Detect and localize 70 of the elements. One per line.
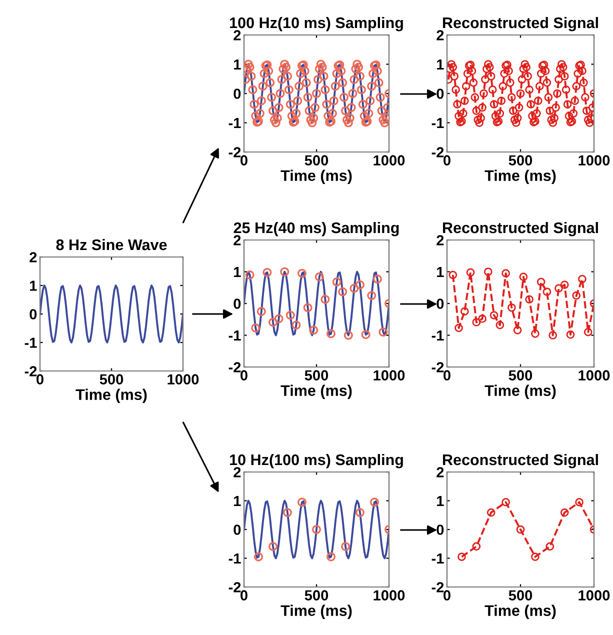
y-tick-label: 2 [436,235,444,246]
y-tick-label: 1 [437,496,444,506]
y-tick-label: 2 [30,252,37,262]
y-tick-label: 0 [234,524,241,535]
y-tick-label: 0 [436,298,444,309]
x-tick-label: 1000 [374,370,405,380]
x-tick-label: 1000 [578,590,610,600]
x-tick-label: 500 [304,155,328,166]
x-axis-title: Time (ms) [484,604,556,620]
x-tick-label: 1000 [374,155,405,166]
y-tick-label: 0 [436,88,444,99]
y-tick-label: -1 [432,330,444,341]
x-axis-title: Time (ms) [484,170,556,184]
y-tick-label: -2 [432,362,444,372]
chart-title: Reconstructed Signal [443,454,598,468]
y-tick-label: 2 [234,30,241,40]
y-tick-label: 2 [234,235,241,246]
x-tick-label: 1000 [578,370,610,380]
chart-title: 25 Hz(40 ms) Sampling [234,222,399,236]
y-tick-label: 0 [30,309,37,320]
y-tick-label: -2 [432,147,444,158]
x-tick-label: 500 [508,370,532,380]
y-tick-label: 1 [234,267,241,278]
x-tick-label: 0 [240,590,248,600]
x-tick-label: 500 [100,374,124,384]
x-axis-title: Time (ms) [280,384,352,400]
y-tick-label: 2 [436,467,444,478]
chart-title: Reconstructed Signal [443,222,598,236]
x-tick-label: 500 [508,155,532,166]
y-tick-label: 0 [234,298,241,309]
y-tick-label: -1 [432,118,444,128]
x-tick-label: 0 [36,374,44,384]
x-tick-label: 0 [444,370,450,380]
chart-title: 100 Hz(10 ms) Sampling [230,16,403,32]
y-tick-label: -1 [228,554,241,564]
y-tick-label: -1 [24,338,37,348]
x-tick-label: 0 [240,155,248,166]
y-tick-label: 2 [234,467,241,478]
x-tick-label: 500 [304,590,328,600]
x-tick-label: 500 [304,370,328,380]
y-tick-label: -2 [228,582,241,592]
y-tick-label: 1 [437,267,444,278]
x-axis-title: Time (ms) [76,388,147,404]
y-tick-label: -1 [228,118,241,128]
y-tick-label: 1 [30,280,37,291]
chart-title: Reconstructed Signal [443,16,598,32]
x-tick-label: 500 [508,590,532,600]
x-tick-label: 0 [444,590,450,600]
y-tick-label: -1 [432,554,444,564]
x-axis-title: Time (ms) [484,384,556,400]
y-tick-label: -2 [228,362,241,372]
chart-title: 10 Hz(100 ms) Sampling [230,454,403,468]
y-tick-label: -2 [24,366,37,376]
y-tick-label: 0 [436,524,444,535]
x-tick-label: 0 [444,155,450,166]
x-tick-label: 1000 [374,590,405,600]
y-tick-label: 1 [234,496,241,506]
y-tick-label: 0 [234,88,241,99]
y-tick-label: 2 [436,30,444,40]
x-tick-label: 1000 [578,155,610,166]
y-tick-label: -1 [228,330,241,341]
x-tick-label: 1000 [168,374,199,384]
y-tick-label: 1 [437,60,444,70]
y-tick-label: -2 [228,147,241,158]
x-tick-label: 0 [240,370,248,380]
chart-title: 8 Hz Sine Wave [56,238,167,250]
y-tick-label: 1 [234,60,241,70]
x-axis-title: Time (ms) [280,170,352,184]
y-tick-label: -2 [432,582,444,592]
x-axis-title: Time (ms) [280,604,352,620]
